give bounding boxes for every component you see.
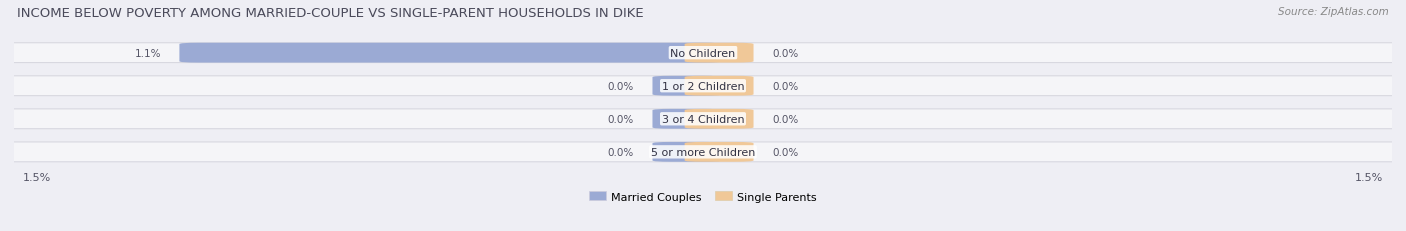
- Text: 0.0%: 0.0%: [607, 114, 634, 124]
- Text: 3 or 4 Children: 3 or 4 Children: [662, 114, 744, 124]
- Text: Source: ZipAtlas.com: Source: ZipAtlas.com: [1278, 7, 1389, 17]
- Text: 0.0%: 0.0%: [772, 114, 799, 124]
- Text: INCOME BELOW POVERTY AMONG MARRIED-COUPLE VS SINGLE-PARENT HOUSEHOLDS IN DIKE: INCOME BELOW POVERTY AMONG MARRIED-COUPL…: [17, 7, 644, 20]
- FancyBboxPatch shape: [685, 142, 754, 162]
- FancyBboxPatch shape: [685, 76, 754, 96]
- Legend: Married Couples, Single Parents: Married Couples, Single Parents: [585, 187, 821, 206]
- FancyBboxPatch shape: [685, 109, 754, 129]
- FancyBboxPatch shape: [652, 142, 721, 162]
- Text: 5 or more Children: 5 or more Children: [651, 147, 755, 157]
- Text: 0.0%: 0.0%: [772, 81, 799, 91]
- FancyBboxPatch shape: [0, 44, 1406, 63]
- Text: 0.0%: 0.0%: [772, 147, 799, 157]
- Text: 0.0%: 0.0%: [607, 147, 634, 157]
- FancyBboxPatch shape: [0, 76, 1406, 96]
- Text: 1.5%: 1.5%: [24, 172, 52, 182]
- Text: 1.5%: 1.5%: [1354, 172, 1382, 182]
- Text: 0.0%: 0.0%: [607, 81, 634, 91]
- FancyBboxPatch shape: [0, 109, 1406, 129]
- Text: 1 or 2 Children: 1 or 2 Children: [662, 81, 744, 91]
- FancyBboxPatch shape: [180, 44, 721, 63]
- FancyBboxPatch shape: [652, 109, 721, 129]
- FancyBboxPatch shape: [652, 76, 721, 96]
- Text: No Children: No Children: [671, 49, 735, 58]
- Text: 0.0%: 0.0%: [772, 49, 799, 58]
- Text: 1.1%: 1.1%: [135, 49, 162, 58]
- FancyBboxPatch shape: [685, 44, 754, 63]
- FancyBboxPatch shape: [0, 142, 1406, 162]
